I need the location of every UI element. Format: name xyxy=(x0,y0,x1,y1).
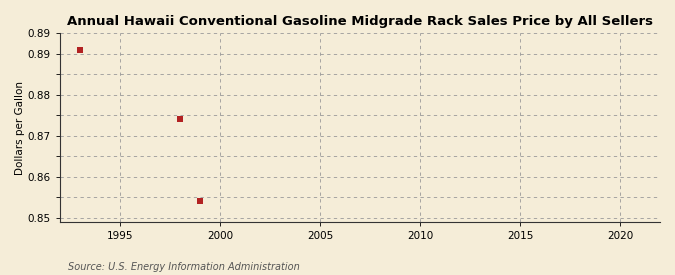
Text: Source: U.S. Energy Information Administration: Source: U.S. Energy Information Administ… xyxy=(68,262,299,272)
Title: Annual Hawaii Conventional Gasoline Midgrade Rack Sales Price by All Sellers: Annual Hawaii Conventional Gasoline Midg… xyxy=(67,15,653,28)
Y-axis label: Dollars per Gallon: Dollars per Gallon xyxy=(15,81,25,175)
